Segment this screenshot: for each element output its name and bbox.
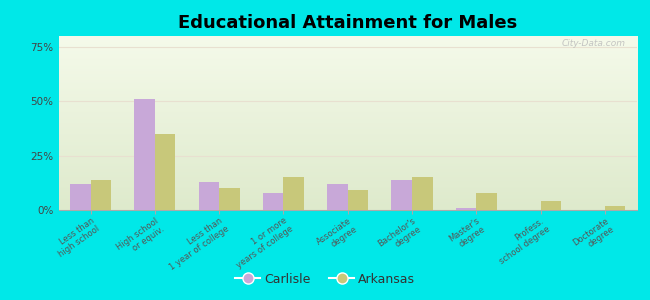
Bar (605, 206, 625, 210)
Bar (327, 184, 348, 210)
Title: Educational Attainment for Males: Educational Attainment for Males (178, 14, 517, 32)
Bar (348, 190, 369, 210)
Text: High school
or equiv.: High school or equiv. (114, 216, 166, 260)
Text: Doctorate
degree: Doctorate degree (571, 216, 616, 256)
Text: Master's
degree: Master's degree (447, 216, 488, 252)
Legend: Carlisle, Arkansas: Carlisle, Arkansas (230, 268, 420, 291)
Bar (456, 208, 476, 210)
Bar (476, 193, 497, 210)
Text: Profess.
school degree: Profess. school degree (492, 216, 552, 266)
Bar (391, 179, 412, 210)
Text: Bachelor's
degree: Bachelor's degree (376, 216, 423, 257)
Bar (199, 182, 219, 210)
Text: City-Data.com: City-Data.com (562, 40, 625, 49)
Bar (541, 201, 561, 210)
Text: Less than
high school: Less than high school (51, 216, 102, 260)
Bar (70, 184, 90, 210)
Text: 1 or more
years of college: 1 or more years of college (229, 216, 294, 270)
Bar (90, 179, 111, 210)
Bar (155, 134, 176, 210)
Bar (283, 177, 304, 210)
Text: Less than
1 year of college: Less than 1 year of college (161, 216, 230, 272)
Text: Associate
degree: Associate degree (315, 216, 359, 255)
Bar (135, 99, 155, 210)
Bar (219, 188, 240, 210)
Bar (412, 177, 433, 210)
Bar (263, 193, 283, 210)
